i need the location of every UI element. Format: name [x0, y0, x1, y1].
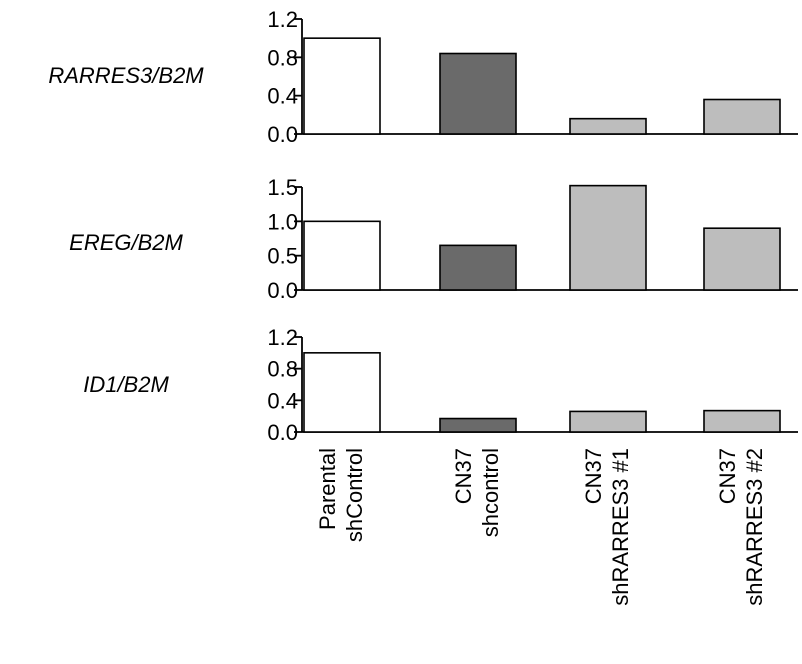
- bar-1: [303, 220, 381, 291]
- bar-2: [439, 244, 517, 291]
- y-tick-label: 1.5: [267, 175, 298, 200]
- x-category-label: Parental: [315, 448, 340, 530]
- bar-2: [439, 52, 517, 135]
- x-category-label: shRARRES3 #1: [608, 448, 633, 606]
- y-tick-label: 1.2: [267, 325, 298, 350]
- x-category-label: shControl: [342, 448, 367, 542]
- bar-4: [703, 409, 781, 433]
- y-tick-label: 0.0: [267, 278, 298, 303]
- bar-1: [303, 352, 381, 433]
- y-tick-label: 0.8: [267, 45, 298, 70]
- x-category-label: CN37: [581, 448, 606, 504]
- y-tick-label: 0.0: [267, 420, 298, 445]
- y-axis-label: ID1/B2M: [83, 372, 169, 397]
- bar-4: [703, 227, 781, 291]
- x-category-label: CN37: [451, 448, 476, 504]
- x-category-label: shRARRES3 #2: [742, 448, 767, 606]
- chart-panel-2: EREG/B2M 0.0 0.5 1.0 1.5: [69, 175, 798, 303]
- y-tick-label: 0.4: [267, 388, 298, 413]
- y-tick-label: 1.2: [267, 7, 298, 32]
- y-tick-label: 0.8: [267, 357, 298, 382]
- bar-3: [569, 184, 647, 291]
- bar-2: [439, 417, 517, 433]
- bar-3: [569, 410, 647, 433]
- chart-panel-3: ID1/B2M 0.0 0.4 0.8 1.2: [83, 325, 798, 445]
- x-category-label: shcontrol: [478, 448, 503, 537]
- y-axis-label: RARRES3/B2M: [48, 63, 204, 88]
- y-tick-label: 0.0: [267, 122, 298, 147]
- bar-4: [703, 98, 781, 135]
- y-tick-label: 0.4: [267, 84, 298, 109]
- chart-panel-1: RARRES3/B2M 0.0 0.4 0.8 1.2: [48, 7, 798, 147]
- bar-1: [303, 37, 381, 135]
- y-tick-label: 1.0: [267, 209, 298, 234]
- y-tick-label: 0.5: [267, 244, 298, 269]
- bar-3: [569, 117, 647, 135]
- y-axis-label: EREG/B2M: [69, 230, 183, 255]
- x-category-labels: Parental shControl CN37 shcontrol CN37 shRARR…: [315, 448, 767, 606]
- x-category-label: CN37: [715, 448, 740, 504]
